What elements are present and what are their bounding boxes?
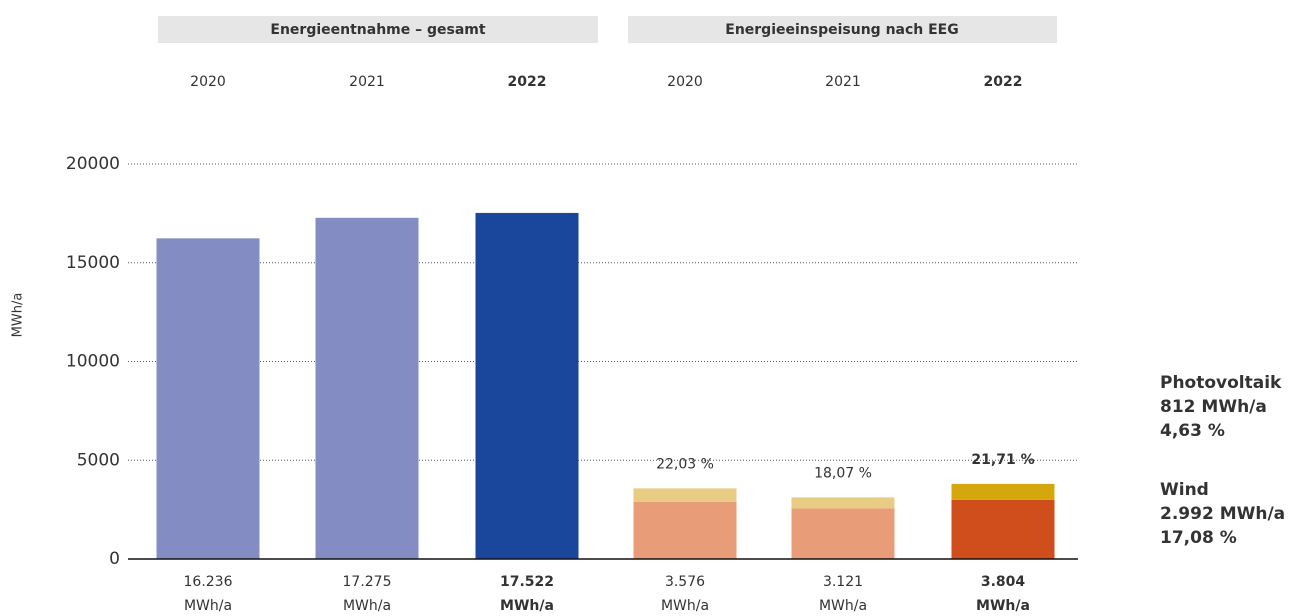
- stack-segment: [791, 508, 895, 559]
- value-label: 16.236 MWh/a: [184, 574, 233, 614]
- bar: [475, 212, 579, 560]
- x-tick-label: 2021: [349, 74, 385, 90]
- stack-segment: [791, 497, 895, 509]
- legend-detail: 812 MWh/a: [1160, 397, 1267, 417]
- legend-detail: 2.992 MWh/a: [1160, 504, 1285, 524]
- total-label: 3.804 MWh/a: [976, 574, 1030, 614]
- x-tick-label: 2021: [825, 74, 861, 90]
- y-tick-label: 15000: [66, 253, 120, 273]
- x-tick-label: 2020: [190, 74, 226, 90]
- x-tick-label: 2020: [667, 74, 703, 90]
- value-label: 17.275 MWh/a: [343, 574, 392, 614]
- total-label: 3.121 MWh/a: [819, 574, 867, 614]
- value-label: 17.522 MWh/a: [500, 574, 554, 614]
- legend-detail: 17,08 %: [1160, 528, 1237, 548]
- y-tick-label: 20000: [66, 154, 120, 174]
- group-header-bg: [628, 16, 1057, 43]
- group-title: Energieentnahme – gesamt: [270, 22, 485, 38]
- legend-label: Wind: [1160, 480, 1209, 500]
- y-axis-label: MWh/a: [11, 293, 26, 338]
- stack-segment: [951, 483, 1055, 500]
- x-tick-label: 2022: [508, 74, 547, 90]
- y-tick-label: 10000: [66, 352, 120, 372]
- stack-segment: [951, 499, 1055, 559]
- legend-detail: 4,63 %: [1160, 421, 1225, 441]
- legend-label: Photovoltaik: [1160, 373, 1282, 393]
- y-tick-label: 5000: [77, 450, 120, 470]
- group-title: Energieeinspeisung nach EEG: [725, 22, 959, 38]
- y-tick-label: 0: [109, 549, 120, 569]
- stack-segment: [633, 488, 737, 502]
- x-tick-label: 2022: [984, 74, 1023, 90]
- bar: [315, 217, 419, 559]
- total-label: 3.576 MWh/a: [661, 574, 709, 614]
- share-label: 22,03 %: [656, 456, 714, 472]
- stack-segment: [633, 501, 737, 559]
- share-label: 18,07 %: [814, 465, 872, 481]
- share-label: 21,71 %: [971, 452, 1034, 468]
- bar: [156, 238, 260, 560]
- group-header-bg: [158, 16, 598, 43]
